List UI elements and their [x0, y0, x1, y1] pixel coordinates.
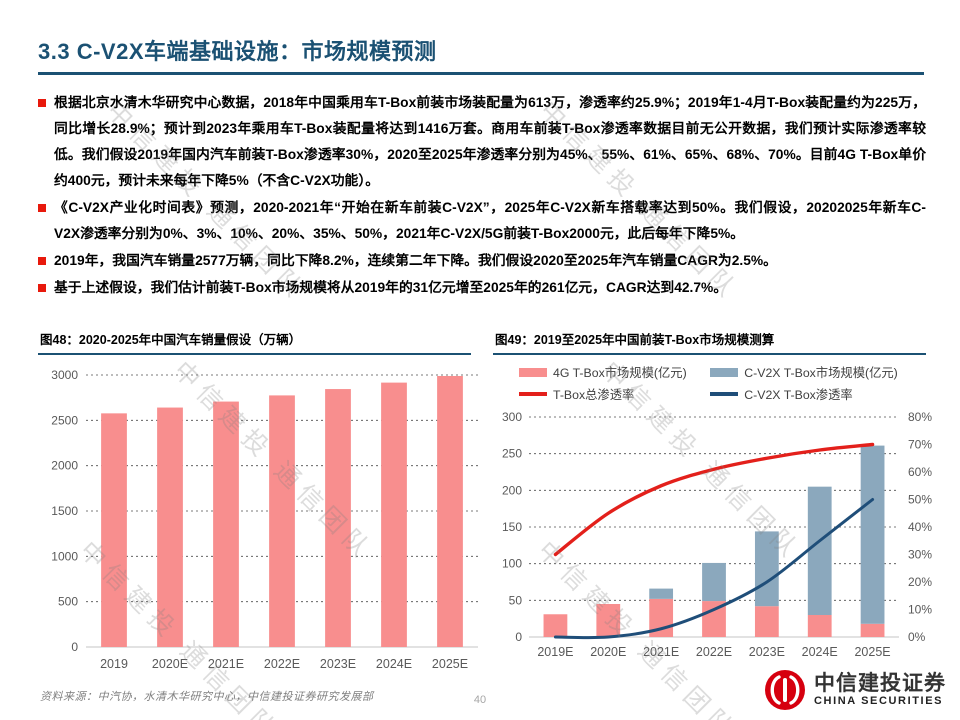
bullet-square-icon	[38, 284, 46, 292]
svg-text:250: 250	[502, 447, 522, 461]
bullet-text: 基于上述假设，我们估计前装T-Box市场规模将从2019年的31亿元增至2025…	[54, 280, 728, 295]
bullet-item: 《C-V2X产业化时间表》预测，2020-2021年“开始在新车前装C-V2X”…	[38, 195, 926, 247]
page-title: 3.3 C-V2X车端基础设施：市场规模预测	[38, 39, 437, 64]
svg-text:50: 50	[509, 593, 523, 607]
china-securities-emblem-icon	[765, 670, 805, 710]
bullet-square-icon	[38, 257, 46, 265]
svg-text:2024E: 2024E	[802, 645, 838, 659]
svg-text:80%: 80%	[908, 410, 932, 424]
legend-item-4g-tbox: 4G T-Box市场规模(亿元)	[519, 363, 710, 381]
bullet-text: 《C-V2X产业化时间表》预测，2020-2021年“开始在新车前装C-V2X”…	[54, 200, 926, 241]
legend-label-4g-tbox: 4G T-Box市场规模(亿元)	[553, 366, 687, 380]
legend-label-cv2x-tbox: C-V2X T-Box市场规模(亿元)	[744, 366, 898, 380]
bullet-list: 根据北京水清木华研究中心数据，2018年中国乘用车T-Box前装市场装配量为61…	[38, 90, 926, 302]
svg-text:2025E: 2025E	[854, 645, 890, 659]
bullet-item: 基于上述假设，我们估计前装T-Box市场规模将从2019年的31亿元增至2025…	[38, 275, 926, 301]
bullet-square-icon	[38, 204, 46, 212]
legend-label-cv2x-penetration: C-V2X T-Box渗透率	[744, 388, 853, 402]
svg-text:150: 150	[502, 520, 522, 534]
svg-text:2023E: 2023E	[749, 645, 785, 659]
bullet-item: 根据北京水清木华研究中心数据，2018年中国乘用车T-Box前装市场装配量为61…	[38, 90, 926, 194]
title-divider	[38, 72, 924, 75]
svg-text:3000: 3000	[51, 368, 78, 382]
page-number: 40	[473, 694, 487, 706]
car-sales-bar-chart: 0 500 1000 1500 2000 2500 3000 2019 2020E 2021E 20…	[51, 368, 478, 671]
svg-text:2019E: 2019E	[537, 645, 573, 659]
svg-text:200: 200	[502, 483, 522, 497]
legend-swatch-tbox-penetration	[519, 392, 547, 396]
svg-text:2022E: 2022E	[264, 657, 300, 671]
svg-text:20%: 20%	[908, 575, 932, 589]
tbox-market-combo-chart: 0 50 100 150 200 250 300 0% 10% 20% 30% 40% 50% 60% 70…	[502, 410, 932, 659]
svg-text:2025E: 2025E	[432, 657, 468, 671]
svg-text:2021E: 2021E	[643, 645, 679, 659]
legend-swatch-cv2x-penetration	[710, 392, 739, 396]
svg-text:2000: 2000	[51, 459, 78, 473]
legend-item-tbox-penetration: T-Box总渗透率	[519, 385, 710, 403]
svg-text:100: 100	[502, 557, 522, 571]
svg-text:2022E: 2022E	[696, 645, 732, 659]
svg-text:10%: 10%	[908, 603, 932, 617]
svg-text:30%: 30%	[908, 548, 932, 562]
svg-text:500: 500	[58, 595, 78, 609]
svg-text:60%: 60%	[908, 465, 932, 479]
source-note: 资料来源：中汽协，水清木华研究中心，中信建投证券研究发展部	[40, 691, 374, 703]
figure-48: 图48：2020-2025年中国汽车销量假设（万辆） 0 500 1000 1500 2…	[38, 326, 478, 677]
svg-text:2021E: 2021E	[208, 657, 244, 671]
svg-text:40%: 40%	[908, 520, 932, 534]
svg-text:0%: 0%	[908, 630, 926, 644]
svg-text:2019: 2019	[100, 657, 128, 671]
svg-text:0: 0	[515, 630, 522, 644]
bullet-text: 根据北京水清木华研究中心数据，2018年中国乘用车T-Box前装市场装配量为61…	[54, 95, 926, 188]
company-logo: 中信建投证券 CHINA SECURITIES	[763, 668, 946, 712]
bullet-text: 2019年，我国汽车销量2577万辆，同比下降8.2%，连续第二年下降。我们假设…	[54, 253, 777, 268]
legend-label-tbox-penetration: T-Box总渗透率	[553, 388, 635, 402]
figures-row: 图48：2020-2025年中国汽车销量假设（万辆） 0 500 1000 1500 2…	[38, 326, 932, 677]
legend-item-cv2x-penetration: C-V2X T-Box渗透率	[710, 385, 926, 403]
svg-text:2020E: 2020E	[590, 645, 626, 659]
figure-49: 图49：2019至2025年中国前装T-Box市场规模测算 4G T-Box市场…	[493, 326, 932, 677]
svg-text:2020E: 2020E	[152, 657, 188, 671]
logo-name-en: CHINA SECURITIES	[814, 695, 944, 707]
logo-text: 中信建投证券 CHINA SECURITIES	[814, 672, 946, 708]
svg-text:2500: 2500	[51, 413, 78, 427]
bullet-square-icon	[38, 99, 46, 107]
legend-swatch-4g-tbox	[519, 367, 547, 377]
svg-text:1500: 1500	[51, 504, 78, 518]
logo-name-cn: 中信建投证券	[814, 672, 946, 695]
figure-48-caption: 图48：2020-2025年中国汽车销量假设（万辆）	[38, 326, 471, 355]
svg-text:50%: 50%	[908, 493, 932, 507]
figure-49-caption: 图49：2019至2025年中国前装T-Box市场规模测算	[493, 326, 926, 355]
svg-text:70%: 70%	[908, 438, 932, 452]
svg-text:2023E: 2023E	[320, 657, 356, 671]
svg-text:1000: 1000	[51, 549, 78, 563]
svg-text:2024E: 2024E	[376, 657, 412, 671]
svg-text:300: 300	[502, 410, 522, 424]
svg-text:0: 0	[71, 640, 78, 654]
legend-item-cv2x-tbox: C-V2X T-Box市场规模(亿元)	[710, 363, 926, 381]
figure-49-legend: 4G T-Box市场规模(亿元) C-V2X T-Box市场规模(亿元) T-B…	[519, 363, 926, 403]
legend-swatch-cv2x-tbox	[710, 367, 739, 377]
bullet-item: 2019年，我国汽车销量2577万辆，同比下降8.2%，连续第二年下降。我们假设…	[38, 248, 926, 274]
